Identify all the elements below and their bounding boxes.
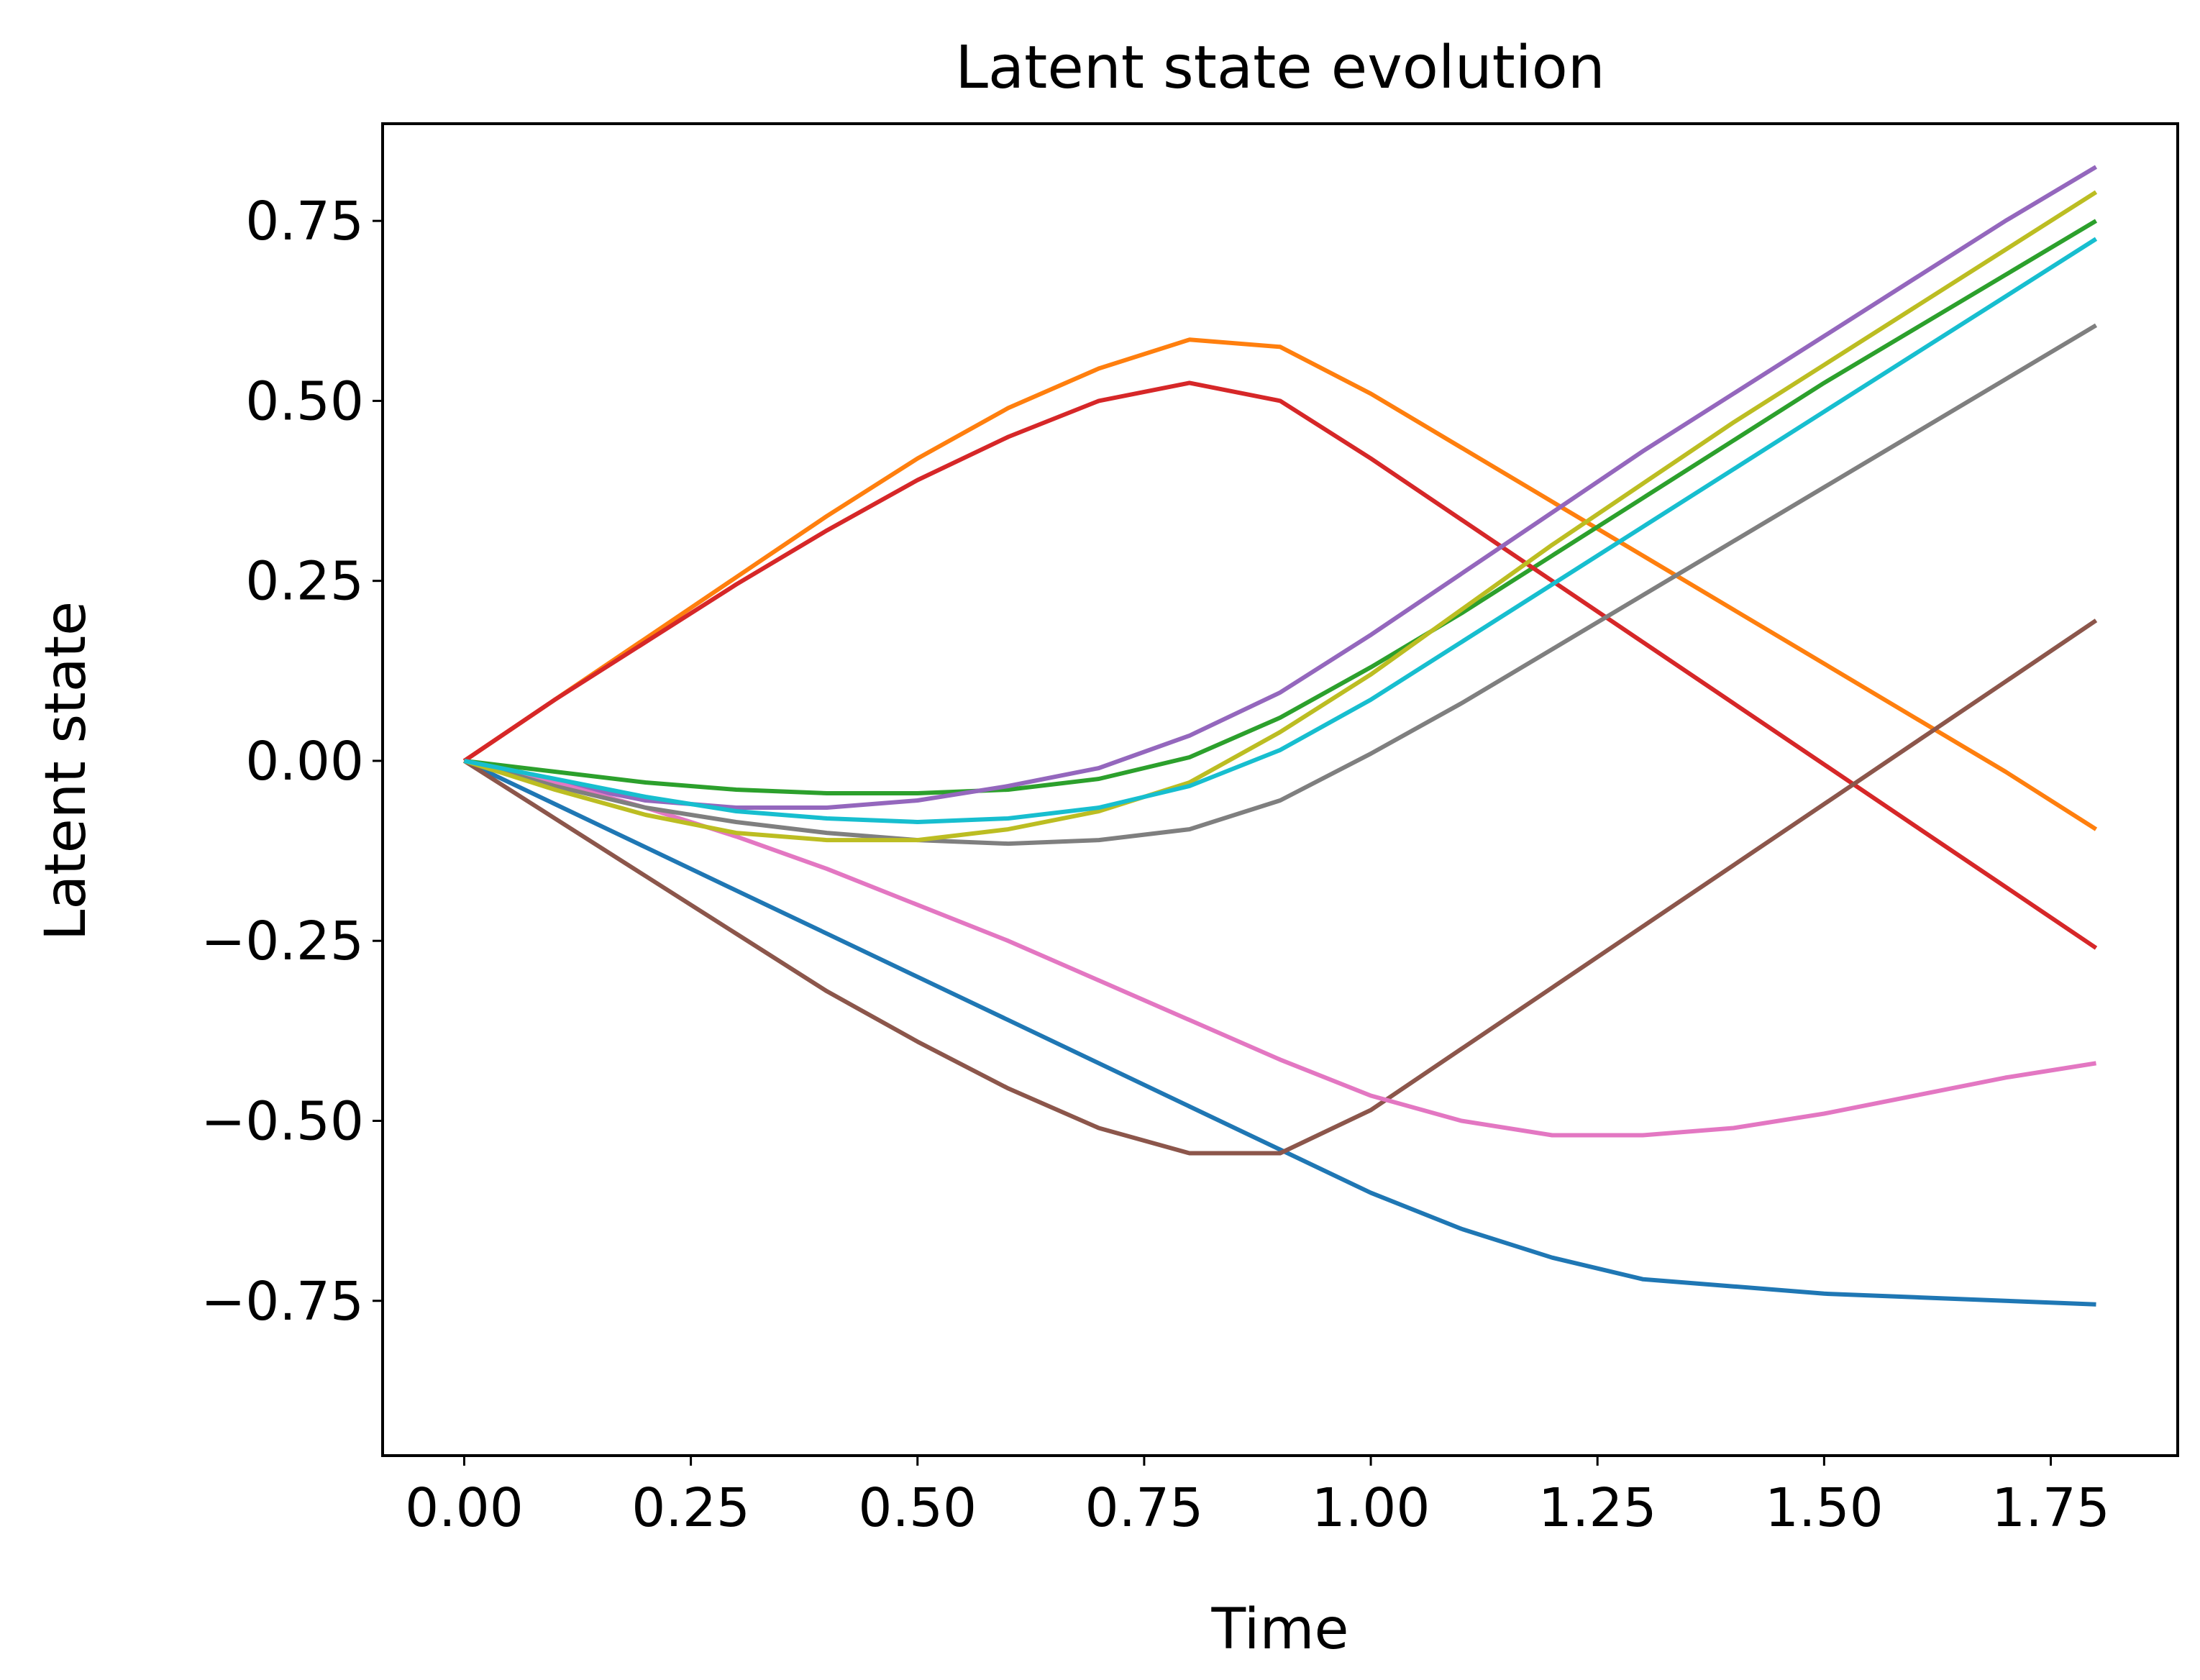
series-line-9 (463, 190, 2098, 843)
x-tick-label: 0.50 (858, 1477, 977, 1539)
x-tick-label: 0.00 (405, 1477, 524, 1539)
y-tick-label: 0.50 (245, 370, 364, 432)
series-line-5 (463, 165, 2098, 810)
series-line-10 (463, 237, 2098, 824)
plot-frame (381, 122, 2179, 1457)
x-axis: 0.00 0.25 0.50 0.75 1.00 1.25 1.50 1.75 (405, 1456, 2110, 1539)
chart-title: Latent state evolution (955, 34, 1605, 102)
series-line-8 (463, 323, 2098, 846)
x-tick-label: 1.25 (1538, 1477, 1657, 1539)
y-axis-label: Latent state (34, 601, 99, 941)
y-tick-label: −0.75 (201, 1271, 364, 1333)
x-tick-label: 0.75 (1085, 1477, 1204, 1539)
y-axis: −0.75 −0.50 −0.25 0.00 0.25 0.50 0.75 (201, 191, 383, 1333)
x-tick-label: 0.25 (631, 1477, 750, 1539)
series-line-1 (463, 759, 2096, 1307)
y-tick-label: 0.75 (245, 191, 364, 252)
series-line-2 (462, 337, 2098, 831)
x-axis-label: Time (1211, 1597, 1349, 1662)
x-tick-label: 1.50 (1765, 1477, 1884, 1539)
x-tick-label: 1.75 (1991, 1477, 2110, 1539)
series-layer (462, 165, 2098, 1307)
y-tick-label: 0.00 (245, 731, 364, 793)
x-tick-label: 1.00 (1312, 1477, 1430, 1539)
series-line-3 (464, 219, 2098, 795)
series-line-7 (463, 759, 2096, 1138)
y-tick-label: −0.25 (201, 910, 364, 972)
y-tick-label: 0.25 (245, 551, 364, 613)
series-line-6 (462, 618, 2098, 1156)
series-line-4 (462, 380, 2098, 950)
y-tick-label: −0.50 (201, 1090, 364, 1152)
